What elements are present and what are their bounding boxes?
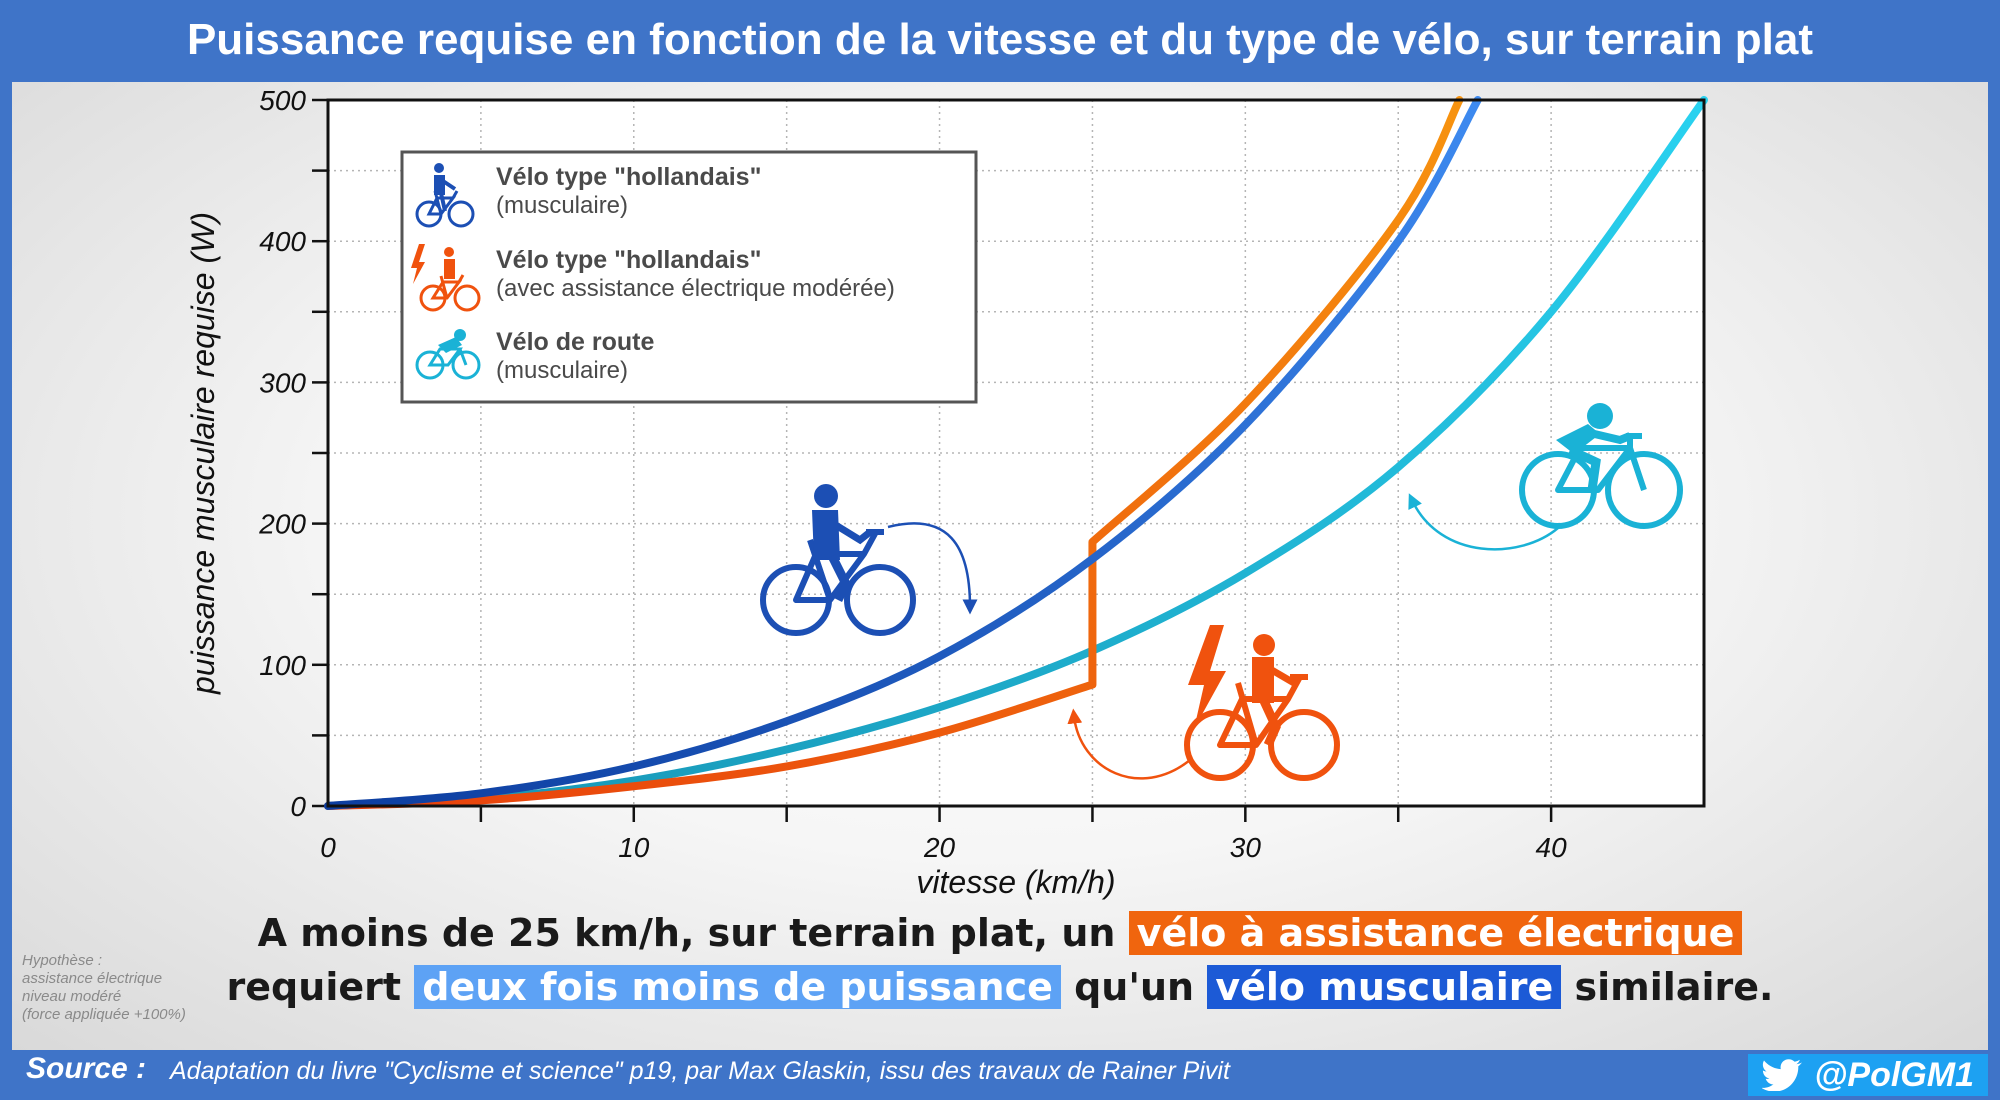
legend-label-road: Vélo de route [496, 328, 654, 356]
dutch-arrow [887, 522, 978, 615]
conclusion-line-1: A moins de 25 km/h, sur terrain plat, un… [0, 906, 2000, 960]
y-axis-label: puissance musculaire requise (W) [185, 212, 221, 695]
y-tick-labels: 0 100 200 300 400 500 [258, 85, 306, 822]
x-tick-label: 10 [618, 832, 650, 863]
y-tick-label: 300 [259, 367, 306, 398]
hypothesis-line: assistance électrique [22, 970, 163, 987]
hypothesis-line: Hypothèse : [22, 952, 103, 969]
legend: Vélo type "hollandais" (musculaire) Vélo… [400, 150, 978, 404]
ebike-illustration [1184, 625, 1340, 781]
series-line-ebike [324, 96, 1464, 810]
y-tick-label: 200 [258, 509, 306, 540]
x-axis-label: vitesse (km/h) [916, 864, 1115, 900]
legend-bike-dutch-icon [415, 163, 475, 228]
source-label: Source : [26, 1052, 147, 1085]
legend-road-bike-icon [415, 329, 481, 380]
legend-sublabel-ebike: (avec assistance électrique modérée) [496, 275, 895, 302]
highlight-muscular-bike: vélo musculaire [1207, 965, 1562, 1009]
hypothesis-note: Hypothèse : assistance électrique niveau… [22, 952, 186, 1024]
footer-bar [0, 1050, 2000, 1100]
series-line-dutch [324, 96, 1482, 810]
twitter-bird-icon [1762, 1059, 1803, 1091]
hypothesis-line: niveau modéré [22, 988, 122, 1005]
legend-sublabel-dutch: (musculaire) [496, 192, 628, 219]
page-title: Puissance requise en fonction de la vite… [186, 15, 1814, 64]
conclusion-line-2-mid: qu'un [1060, 965, 1208, 1009]
y-tick-label: 400 [259, 226, 306, 257]
dutch-bike-illustration [760, 484, 916, 636]
twitter-handle-badge[interactable]: @PolGM1 [1748, 1054, 1988, 1096]
conclusion-line-2-start: requiert [226, 965, 415, 1009]
road-bike-illustration [1519, 403, 1683, 529]
legend-label-ebike: Vélo type "hollandais" [496, 246, 761, 274]
highlight-ebike: vélo à assistance électrique [1128, 911, 1743, 955]
conclusion-line-2-end: similaire. [1561, 965, 1774, 1009]
x-tick-labels: 0 10 20 30 40 [320, 832, 1567, 863]
x-tick-label: 30 [1230, 832, 1262, 863]
axis-ticks [312, 98, 1553, 822]
hypothesis-line: (force appliquée +100%) [22, 1006, 186, 1023]
legend-ebike-icon [411, 244, 481, 312]
conclusion-line-1-start: A moins de 25 km/h, sur terrain plat, un [257, 911, 1129, 955]
road-arrow [1408, 493, 1559, 551]
x-tick-label: 20 [923, 832, 956, 863]
legend-label-dutch: Vélo type "hollandais" [496, 163, 761, 191]
ebike-arrow [1067, 708, 1191, 780]
source-text: Adaptation du livre "Cyclisme et science… [170, 1057, 1230, 1085]
conclusion-text: A moins de 25 km/h, sur terrain plat, un… [0, 906, 2000, 1014]
y-tick-label: 100 [259, 650, 306, 681]
y-tick-label: 500 [259, 85, 306, 116]
twitter-handle: @PolGM1 [1814, 1055, 1974, 1094]
y-tick-label: 0 [290, 791, 306, 822]
plot-border [326, 98, 1706, 808]
legend-sublabel-road: (musculaire) [496, 357, 628, 384]
series-lines [324, 96, 1708, 810]
legend-box [400, 150, 978, 404]
x-tick-label: 0 [320, 832, 336, 863]
conclusion-line-2: requiert deux fois moins de puissance qu… [0, 960, 2000, 1014]
x-tick-label: 40 [1536, 832, 1568, 863]
highlight-half-power: deux fois moins de puissance [414, 965, 1061, 1009]
